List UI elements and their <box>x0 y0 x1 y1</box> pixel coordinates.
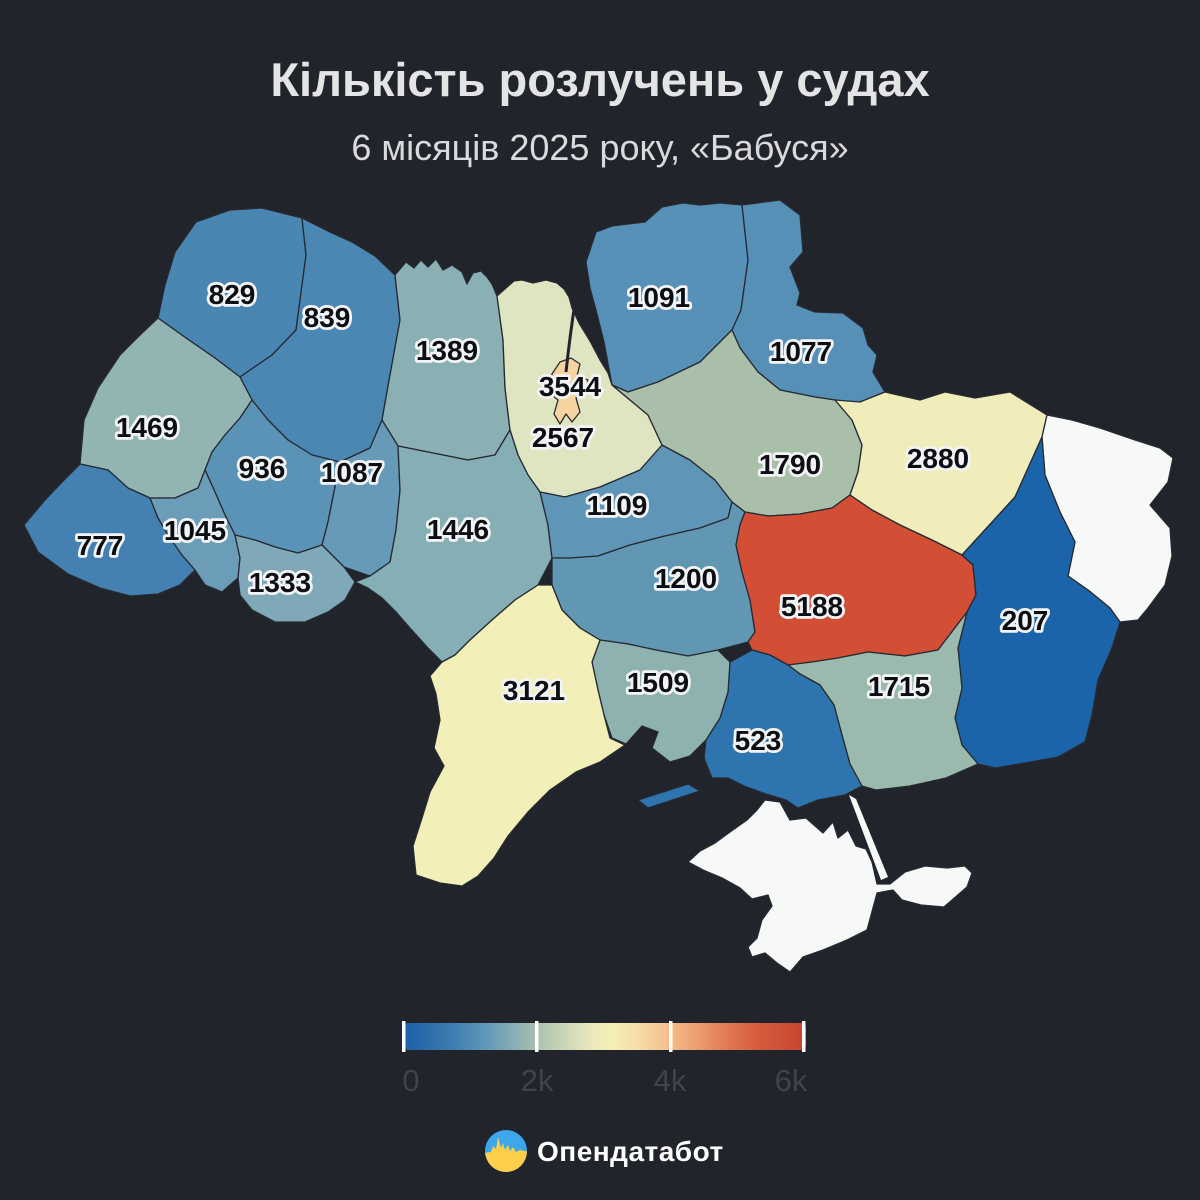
page-subtitle: 6 місяців 2025 року, «Бабуся» <box>351 127 848 168</box>
label-donetsk: 207 <box>1002 605 1049 636</box>
label-kherson: 523 <box>735 725 782 756</box>
region-kherson <box>703 649 863 809</box>
legend-colorbar: 0 2k 4k 6k <box>402 1021 808 1098</box>
arabat-spit <box>849 795 888 880</box>
region-zakarpattia <box>23 463 196 597</box>
label-zaporizhzhia: 1715 <box>868 671 930 702</box>
colorbar-tick-4k <box>669 1021 673 1052</box>
dnieper-river <box>564 302 577 373</box>
label-chernivtsi: 1333 <box>249 567 311 598</box>
region-ivano-frankivsk <box>149 469 241 593</box>
label-odesa: 3121 <box>503 675 565 706</box>
label-kharkiv: 2880 <box>907 443 969 474</box>
label-chernihiv: 1091 <box>628 282 690 313</box>
region-kinburn-spit <box>637 783 701 809</box>
region-chernivtsi <box>234 534 356 623</box>
region-crimea <box>687 799 973 973</box>
colorbar-label-0: 0 <box>402 1063 419 1098</box>
opendatabot-logo-skyline-icon <box>485 1137 527 1172</box>
colorbar-tick-6k <box>802 1021 806 1052</box>
label-mykolaiv: 1509 <box>627 667 689 698</box>
label-zhytomyr: 1389 <box>416 335 478 366</box>
region-kyiv-city <box>547 357 589 425</box>
colorbar-label-6k: 6k <box>775 1063 808 1098</box>
label-lviv: 1469 <box>116 412 178 443</box>
footer-logo: Опендатабот <box>485 1130 724 1172</box>
label-kyiv-city: 3544 <box>539 371 602 402</box>
colorbar-tick-0 <box>402 1021 406 1052</box>
region-donetsk <box>954 436 1121 769</box>
region-odesa <box>412 584 626 887</box>
colorbar-label-4k: 4k <box>654 1063 687 1098</box>
label-vinnytsia: 1446 <box>427 514 489 545</box>
map <box>23 199 1174 973</box>
label-zakarpattia: 777 <box>77 530 124 561</box>
colorbar-tick-2k <box>535 1021 539 1052</box>
page-title: Кількість розлучень у судах <box>270 53 929 106</box>
label-ivano-frankivsk: 1045 <box>164 515 226 546</box>
map-value-labels: 829 839 1389 2567 3544 1091 1077 1469 93… <box>74 276 1051 759</box>
colorbar-gradient-bar <box>403 1023 806 1050</box>
footer-logo-text: Опендатабот <box>537 1136 724 1167</box>
label-poltava: 1790 <box>759 449 821 480</box>
label-kyiv-oblast: 2567 <box>532 422 594 453</box>
label-dnipropetrovsk: 5188 <box>781 591 843 622</box>
label-volyn: 829 <box>209 279 256 310</box>
label-ternopil: 936 <box>239 453 286 484</box>
label-sumy: 1077 <box>770 336 832 367</box>
label-rivne: 839 <box>304 302 351 333</box>
label-cherkasy: 1109 <box>587 490 648 521</box>
label-khmelnytskyi: 1087 <box>321 457 383 488</box>
label-kirovohrad: 1200 <box>655 563 717 594</box>
colorbar-label-2k: 2k <box>521 1063 554 1098</box>
